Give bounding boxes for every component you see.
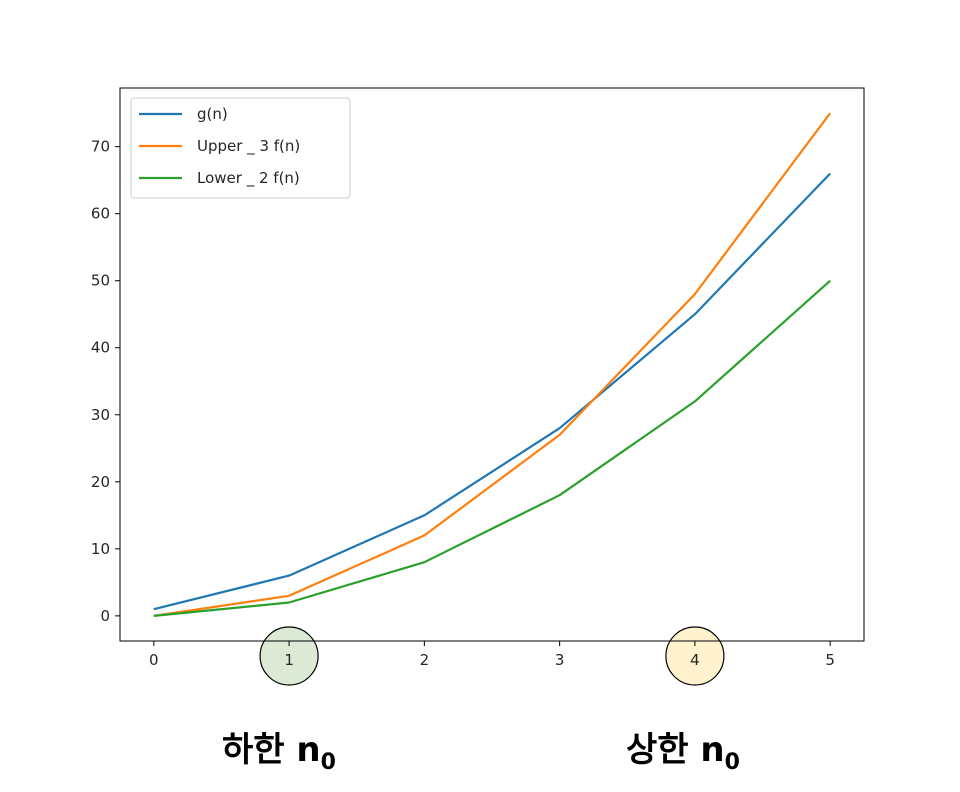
x-tick-label: 1 bbox=[284, 651, 294, 669]
y-tick-label: 0 bbox=[100, 607, 110, 625]
legend-box bbox=[130, 97, 351, 199]
y-tick-label: 60 bbox=[91, 205, 110, 223]
upper-bound-subscript: 0 bbox=[724, 750, 740, 775]
lower-bound-annotation: 하한 n0 bbox=[222, 722, 336, 775]
x-tick-label: 2 bbox=[420, 651, 430, 669]
x-tick-label: 0 bbox=[149, 651, 159, 669]
series-line-1 bbox=[153, 112, 832, 617]
upper-bound-label: 상한 n bbox=[626, 730, 725, 770]
x-tick-label: 3 bbox=[555, 651, 565, 669]
y-tick-label: 10 bbox=[91, 540, 110, 558]
legend-label-2: Lower _ 2 f(n) bbox=[197, 169, 300, 188]
series-line-0 bbox=[153, 172, 831, 611]
upper-bound-annotation: 상한 n0 bbox=[626, 722, 740, 775]
plot-frame bbox=[119, 87, 865, 642]
y-tick-label: 20 bbox=[91, 473, 110, 491]
x-tick-label: 4 bbox=[690, 651, 700, 669]
lower-bound-subscript: 0 bbox=[320, 750, 336, 775]
series-line-2 bbox=[153, 279, 831, 617]
y-tick-label: 50 bbox=[91, 272, 110, 290]
legend-label-1: Upper _ 3 f(n) bbox=[197, 137, 300, 156]
x-tick-label: 5 bbox=[825, 651, 835, 669]
y-tick-label: 30 bbox=[91, 406, 110, 424]
lower-bound-label: 하한 n bbox=[222, 730, 321, 770]
y-tick-label: 40 bbox=[91, 339, 110, 357]
legend: g(n) Upper _ 3 f(n) Lower _ 2 f(n) bbox=[130, 97, 351, 199]
y-tick-label: 70 bbox=[91, 138, 110, 156]
legend-label-0: g(n) bbox=[197, 105, 228, 123]
